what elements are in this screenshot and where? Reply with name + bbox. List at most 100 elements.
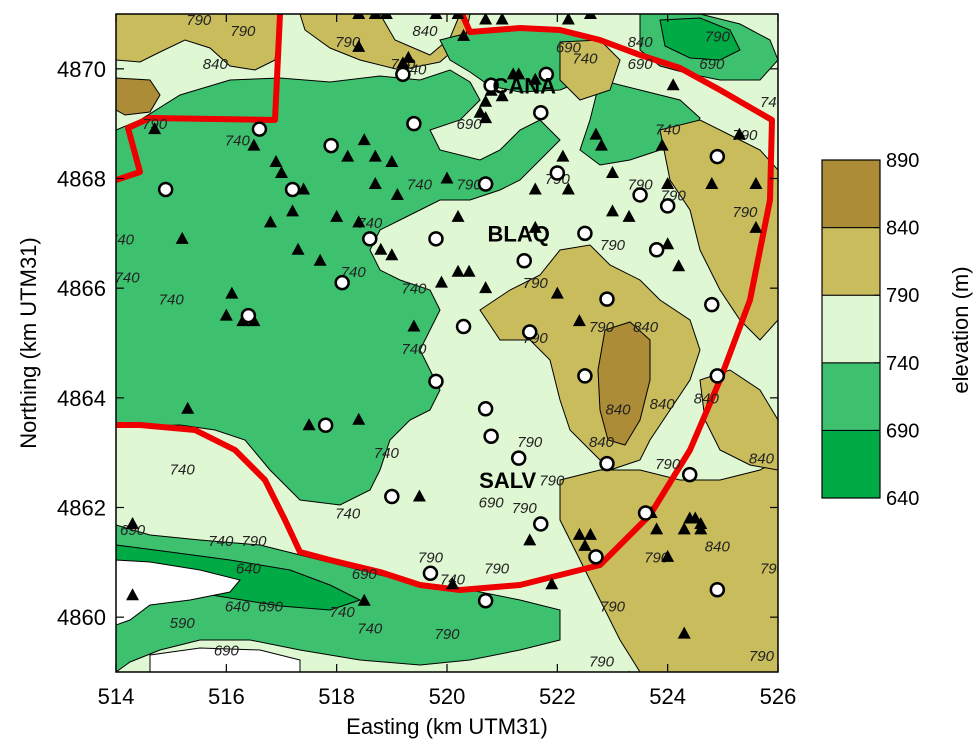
contour-label: 690 <box>214 643 240 660</box>
y-tick-label: 4860 <box>57 605 106 630</box>
contour-label: 790 <box>655 456 681 473</box>
triangle-marker <box>650 522 664 535</box>
contour-label: 740 <box>572 50 598 67</box>
triangle-marker <box>661 549 675 562</box>
triangle-marker <box>247 138 261 151</box>
highland-nw-peak <box>116 77 161 116</box>
lowland-ne-core <box>659 17 741 61</box>
triangle-marker <box>479 14 493 25</box>
triangle-marker <box>357 593 371 606</box>
highland-east <box>659 119 778 341</box>
highland-east-ridge <box>699 369 778 471</box>
circle-marker <box>395 66 411 83</box>
colorbar-tick-label: 740 <box>886 353 919 375</box>
contour-label: 640 <box>236 560 262 577</box>
valley-south-pocket <box>149 647 301 672</box>
colorbar-title: elevation (m) <box>948 266 973 393</box>
place-labels: CANA BLAQ SALV <box>479 73 556 493</box>
contour-label: 690 <box>556 39 582 56</box>
triangle-marker <box>396 56 410 69</box>
contour-label: 790 <box>230 23 256 40</box>
contour-label: 840 <box>749 451 775 468</box>
contour-label: 790 <box>335 34 361 51</box>
triangle-marker <box>457 28 471 41</box>
colorbar-tick-label: 640 <box>886 488 919 510</box>
contour-label: 740 <box>401 281 427 298</box>
triangle-marker <box>385 155 399 168</box>
circle-marker <box>516 253 532 269</box>
circle-marker <box>362 231 378 247</box>
triangle-marker <box>749 176 763 189</box>
contour-label: 840 <box>412 23 438 40</box>
triangle-marker <box>677 626 691 639</box>
highland-center <box>479 244 701 471</box>
colorbar-swatch <box>821 362 881 431</box>
circle-marker <box>704 296 720 313</box>
contour-label: 740 <box>109 231 135 248</box>
y-tick-label: 4864 <box>57 386 106 411</box>
triangle-marker <box>666 78 680 91</box>
triangle-marker <box>451 264 465 277</box>
circle-marker <box>637 505 654 521</box>
triangle-marker <box>561 14 575 25</box>
study-area-boundary <box>116 14 775 593</box>
contour-label: 790 <box>600 237 626 254</box>
colorbar: 640 690 740 790 840 890 <box>821 150 919 510</box>
contour-label: 790 <box>517 434 543 451</box>
triangle-marker <box>434 275 448 288</box>
triangle-marker <box>412 489 426 502</box>
triangle-marker <box>440 171 454 184</box>
y-tick-label: 4868 <box>57 167 106 192</box>
triangle-marker <box>341 149 355 162</box>
colorbar-swatch <box>821 227 881 296</box>
contour-label: 840 <box>628 34 654 51</box>
contour-label: 740 <box>208 533 234 550</box>
contour-label: 740 <box>407 176 433 193</box>
circle-marker <box>577 225 593 242</box>
y-tick-label: 4870 <box>57 57 106 82</box>
circle-marker <box>317 417 334 433</box>
y-tick-label: 4862 <box>57 496 106 521</box>
circle-marker <box>483 428 499 444</box>
triangle-marker <box>556 149 570 162</box>
circle-markers <box>157 66 726 609</box>
x-tick-label: 518 <box>318 684 355 709</box>
x-tick-label: 516 <box>208 684 245 709</box>
contour-label: 740 <box>760 94 786 111</box>
x-axis-ticks: 514 516 518 520 522 524 526 <box>98 14 796 709</box>
place-label-blaq: BLAQ <box>488 221 550 246</box>
circle-marker <box>157 181 174 198</box>
triangle-marker <box>291 242 305 255</box>
y-tick-label: 4866 <box>57 276 106 301</box>
triangle-marker <box>589 127 603 140</box>
triangle-marker <box>677 522 691 535</box>
contour-label: 790 <box>241 533 267 550</box>
contour-label: 590 <box>170 615 196 632</box>
contour-label: 690 <box>699 56 725 73</box>
contour-label: 790 <box>628 176 654 193</box>
circle-marker <box>533 516 549 532</box>
triangle-marker <box>495 14 509 25</box>
contour-label: 840 <box>606 401 632 418</box>
triangle-marker <box>479 94 493 107</box>
contour-label: 840 <box>203 56 229 73</box>
triangle-marker <box>126 516 140 529</box>
circle-marker <box>477 592 494 609</box>
circle-marker <box>709 148 726 165</box>
contour-label: 790 <box>484 560 510 577</box>
circle-marker <box>384 488 400 505</box>
valley-south-lowest <box>116 559 241 626</box>
triangle-marker <box>302 418 316 431</box>
circle-marker <box>334 274 350 291</box>
contour-label: 740 <box>330 604 356 621</box>
triangle-marker <box>368 149 382 162</box>
triangle-marker <box>313 253 327 266</box>
circle-marker <box>599 455 615 472</box>
circle-marker <box>522 324 538 340</box>
triangle-marker <box>148 122 162 135</box>
circle-marker <box>577 368 593 384</box>
circle-marker <box>681 466 698 483</box>
x-tick-label: 524 <box>649 684 686 709</box>
colorbar-tick-label: 690 <box>886 420 919 442</box>
triangle-marker <box>528 182 542 195</box>
